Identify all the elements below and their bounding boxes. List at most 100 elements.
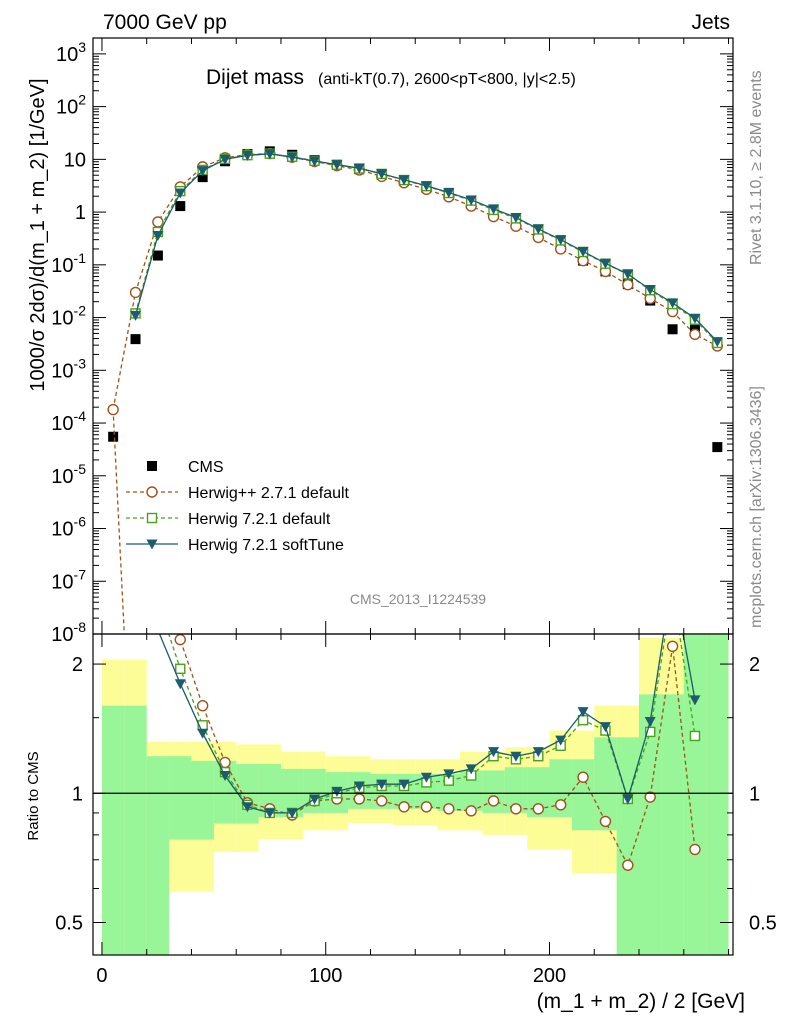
data-point [689,328,701,341]
ratio-point [174,634,186,646]
band-green [124,705,147,955]
ratio-point [309,794,321,805]
legend-marker [146,539,158,550]
data-point [174,188,186,199]
legend-label: CMS [188,459,224,476]
legend: CMS Herwig++ 2.7.1 default Herwig 7.2.1 de… [126,459,350,554]
ratio-point [331,786,343,797]
data-point [667,324,678,335]
legend-entry: Herwig++ 2.7.1 default [126,485,350,502]
data-point [197,172,208,183]
ratio-point [487,795,500,807]
legend-entry: Herwig 7.2.1 softTune [126,537,344,554]
ratio-point [241,802,253,813]
ratio-point [666,640,679,652]
data-point [331,160,343,171]
ratio-point [398,801,410,813]
ratio-point [420,772,432,783]
ratio-point [510,803,522,815]
legend-marker [146,512,158,524]
ratio-point [510,751,522,762]
data-point [420,181,432,192]
series-line-1 [112,152,718,410]
y-tick-label: 10-2 [51,303,86,330]
data-point [197,166,209,177]
data-point [622,269,634,280]
ratio-y-tick-label-right: 0.5 [749,912,777,934]
data-point [510,212,522,223]
data-point [398,175,410,186]
legend-label: Herwig++ 2.7.1 default [188,485,350,502]
data-point [577,246,589,257]
ratio-point [645,726,656,738]
ratio-point [465,764,477,775]
y-tick-label: 10-4 [51,408,86,435]
data-point [644,285,656,296]
data-point [376,169,388,180]
ratio-panel: 0.5 0.5 1 1 2 2 0 100 200 Ratio to CMS [25,633,777,987]
ratio-point [554,799,567,811]
band-green [616,737,640,955]
y-tick-label: 10-8 [51,619,86,646]
ratio-point [443,803,455,815]
band-green [191,760,214,840]
y-axis-label: 1000/σ 2dσ)/d(m_1 + m_2) [1/GeV] [27,78,49,391]
top-panel: 10-8 10-7 10-6 10-5 10-4 10-3 10-2 10-1 1 10 102 10… [27,37,734,646]
band-green [169,756,192,840]
header-left: 7000 GeV pp [103,11,227,34]
ratio-point [264,808,276,819]
ratio-point [353,793,365,805]
data-point [599,258,611,269]
ratio-point [599,722,611,733]
band-green [571,759,595,831]
data-point [107,403,119,416]
band-green [594,737,617,831]
data-point [667,298,679,309]
rivet-label: Rivet 3.1.10, ≥ 2.8M events [748,70,765,265]
band-green [459,770,483,811]
legend-marker [146,486,158,498]
ratio-frame [92,633,734,956]
y-tick-label: 10-7 [51,566,86,593]
data-point [152,250,163,261]
ratio-y-axis-label: Ratio to CMS [25,751,42,840]
y-tick-label: 10-6 [51,514,86,541]
ratio-point [175,663,186,674]
ratio-point [286,808,298,819]
ratio-point [644,716,656,727]
x-tick-label: 0 [96,965,107,987]
data-point [622,278,634,291]
data-point [488,204,500,215]
ratio-point [353,781,365,792]
ratio-point [174,679,186,690]
ratio-point [689,843,701,856]
data-point [175,201,186,212]
ratio-y-tick-label: 1 [72,783,83,805]
ratio-point [420,801,433,813]
band-green [706,634,729,955]
band-green [437,773,460,811]
data-point [712,442,723,453]
ratio-point [577,707,589,718]
x-tick-label: 100 [309,965,342,987]
mcplots-label: mcplots.cern.ch [arXiv:1306.3436] [748,386,765,628]
legend-entry: Herwig 7.2.1 default [126,511,331,528]
band-green [549,759,572,818]
ratio-point [376,779,388,790]
ratio-point [689,695,701,706]
legend-label: Herwig 7.2.1 default [188,511,331,528]
ratio-y-tick-label-right: 1 [749,783,760,805]
header-right: Jets [691,11,730,34]
series-tail [112,409,125,635]
ratio-point [488,747,500,758]
y-tick-label: 1 [75,202,86,224]
data-point [130,310,142,321]
x-axis-label: (m_1 + m_2) / 2 [GeV] [537,990,745,1013]
band-green [683,634,707,955]
data-point [711,337,723,348]
ratio-point [622,859,634,871]
data-point [353,163,365,174]
data-point [129,286,142,299]
data-point [465,195,477,206]
